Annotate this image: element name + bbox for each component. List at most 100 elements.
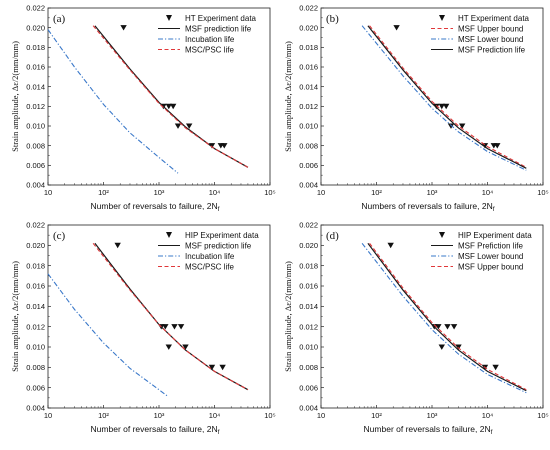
y-tick-label: 0.022 — [26, 4, 45, 13]
x-tick-label: 10³ — [154, 411, 165, 420]
y-tick-label: 0.018 — [299, 261, 318, 270]
chart-panel-4: 0.004 0.006 0.008 0.010 0.012 0.014 0.016 0.018… — [283, 221, 549, 436]
data-point — [433, 103, 440, 110]
x-tick-label: 10² — [98, 411, 109, 420]
legend-label: MSF Lower bound — [458, 35, 523, 44]
data-point — [165, 103, 172, 110]
x-tick-label: 10² — [98, 188, 109, 197]
y-tick-label: 0.016 — [299, 282, 318, 291]
x-axis-title: Number of reversals to failure, 2Nf — [91, 201, 220, 213]
panel-label: (c) — [53, 230, 66, 242]
data-point — [169, 103, 177, 110]
data-point — [435, 324, 442, 330]
legend-marker — [439, 15, 445, 21]
legend-label: Incubation life — [185, 252, 235, 261]
legend-marker — [166, 232, 172, 238]
y-tick-label: 0.022 — [26, 221, 45, 230]
data-point — [492, 364, 499, 371]
legend-label: MSF Lower bound — [458, 252, 523, 261]
y-tick-label: 0.020 — [26, 241, 45, 250]
y-tick-label: 0.016 — [299, 63, 318, 72]
x-tick-label: 10³ — [154, 188, 165, 197]
y-tick-label: 0.008 — [299, 363, 318, 372]
x-tick-label: 10³ — [427, 188, 438, 197]
y-tick-label: 0.020 — [299, 241, 318, 250]
y-tick-label: 0.018 — [299, 43, 318, 52]
data-point — [494, 143, 501, 149]
x-axis-title-text: Number of reversals to failure, 2N — [91, 201, 218, 211]
x-axis-title-subscript: f — [218, 429, 220, 436]
legend-label: MSC/PSC life — [185, 45, 234, 54]
series-line-4 — [92, 25, 249, 168]
series-line-3 — [47, 273, 168, 397]
y-tick-label: 0.020 — [299, 23, 318, 32]
x-axis-title-subscript: f — [218, 206, 220, 213]
x-tick-label: 10 — [44, 188, 52, 197]
x-tick-label: 10 — [317, 188, 325, 197]
y-tick-label: 0.010 — [26, 343, 45, 352]
legend-label: HT Experiment data — [458, 14, 530, 23]
series-line-3 — [361, 242, 527, 394]
x-tick-label: 10⁴ — [482, 411, 494, 420]
plot-frame — [47, 7, 271, 186]
y-tick-label: 0.004 — [26, 404, 45, 413]
legend-label: MSF prediction life — [185, 241, 252, 250]
y-tick-label: 0.004 — [299, 181, 318, 190]
chart-panel-2: 0.004 0.006 0.008 0.010 0.012 0.014 0.016 0.018… — [283, 4, 549, 213]
x-axis-title-subscript: f — [491, 429, 493, 436]
series-line-3 — [361, 25, 527, 171]
x-axis-title-subscript: f — [493, 206, 495, 213]
series-line-2 — [367, 242, 527, 392]
data-point — [182, 344, 189, 350]
data-point — [185, 123, 193, 129]
y-tick-label: 0.018 — [26, 261, 45, 270]
y-tick-label: 0.006 — [299, 161, 318, 170]
data-point — [387, 242, 394, 249]
y-tick-label: 0.014 — [299, 302, 318, 311]
x-axis-title-text: Number of reversals to failure, 2N — [91, 424, 218, 434]
legend-label: MSC/PSC life — [185, 262, 234, 271]
chart-panel-3: 0.004 0.006 0.008 0.010 0.012 0.014 0.016 0.018… — [10, 221, 276, 436]
y-tick-label: 0.014 — [299, 82, 318, 91]
data-point — [393, 25, 400, 31]
y-axis-title: Strain amplitude, Δε/2(mm/mm) — [283, 41, 293, 152]
y-tick-label: 0.004 — [299, 404, 318, 413]
data-point — [177, 324, 185, 330]
panel-label: (d) — [326, 230, 339, 242]
x-tick-label: 10⁵ — [264, 411, 275, 420]
y-tick-label: 0.008 — [26, 141, 45, 150]
y-axis-title: Strain amplitude, Δε/2(mm/mm) — [283, 261, 293, 372]
data-point — [444, 324, 451, 330]
series-line-4 — [369, 242, 527, 391]
x-tick-label: 10³ — [427, 411, 438, 420]
legend-label: HIP Experiment data — [185, 231, 259, 240]
x-axis-title-text: Number of reversals to failure, 2N — [364, 424, 491, 434]
data-point — [219, 364, 226, 371]
y-axis-title: Strain amplitude, Δε/2(mm/mm) — [10, 41, 20, 152]
x-axis-title-text: Numbers of reversals to failure, 2N — [361, 201, 492, 211]
y-tick-label: 0.006 — [299, 383, 318, 392]
x-tick-label: 10² — [371, 411, 382, 420]
y-tick-label: 0.012 — [26, 322, 45, 331]
y-tick-label: 0.014 — [26, 82, 45, 91]
y-tick-label: 0.012 — [299, 322, 318, 331]
y-tick-label: 0.010 — [299, 343, 318, 352]
x-axis-title: Number of reversals to failure, 2Nf — [91, 424, 220, 436]
data-point — [221, 143, 228, 149]
data-point — [162, 324, 169, 330]
series-line-2 — [94, 25, 249, 168]
data-point — [208, 143, 216, 149]
data-point — [458, 123, 466, 129]
x-tick-label: 10⁵ — [264, 188, 275, 197]
y-tick-label: 0.016 — [26, 282, 45, 291]
data-point — [447, 123, 455, 129]
data-point — [481, 143, 489, 149]
data-point — [165, 344, 172, 350]
y-tick-label: 0.022 — [299, 4, 318, 13]
series-line-3 — [47, 29, 179, 174]
x-tick-label: 10⁴ — [209, 411, 221, 420]
panel-label: (a) — [53, 13, 66, 25]
legend-label: MSF Prefiction life — [458, 241, 523, 250]
legend-marker — [439, 232, 445, 238]
